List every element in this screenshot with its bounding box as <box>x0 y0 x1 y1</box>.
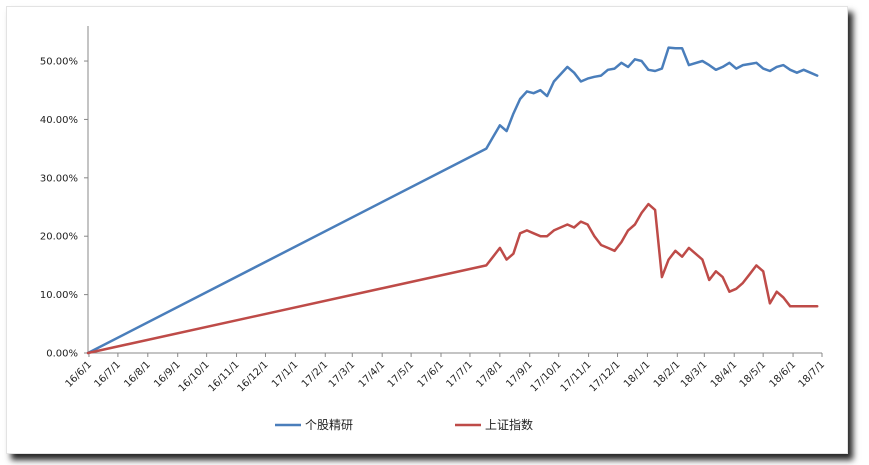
legend-label-1: 个股精研 <box>305 418 353 432</box>
y-tick-label: 0.00% <box>46 349 78 360</box>
x-tick-label: 18/6/1 <box>768 359 799 390</box>
legend: 个股精研 上证指数 <box>275 417 533 432</box>
x-tick-label: 17/3/1 <box>327 359 358 390</box>
x-tick-label: 18/3/1 <box>679 359 710 390</box>
x-tick-label: 16/7/1 <box>92 359 123 390</box>
x-tick-label: 18/4/1 <box>709 359 740 390</box>
x-tick-label: 17/4/1 <box>357 359 388 390</box>
x-tick-label: 18/2/1 <box>652 359 683 390</box>
y-tick-label: 50.00% <box>40 57 78 68</box>
x-tick-label: 16/8/1 <box>122 359 153 390</box>
x-tick-label: 16/6/1 <box>64 359 95 390</box>
legend-label-2: 上证指数 <box>485 417 533 432</box>
y-tick-label: 10.00% <box>40 290 78 301</box>
x-tick-label: 17/12/1 <box>588 359 623 394</box>
chart-frame <box>6 6 848 454</box>
x-tick-label: 17/7/1 <box>445 359 476 390</box>
y-tick-label: 20.00% <box>40 232 78 243</box>
x-tick-label: 18/1/1 <box>622 359 653 390</box>
series-line-1 <box>86 46 819 355</box>
x-tick-label: 16/10/1 <box>177 359 212 394</box>
x-tick-label: 16/12/1 <box>236 359 271 394</box>
series-lines <box>86 46 819 355</box>
x-tick-label: 17/10/1 <box>529 359 564 394</box>
x-tick-label: 18/7/1 <box>797 359 828 390</box>
x-tick-label: 17/6/1 <box>416 359 447 390</box>
x-tick-label: 18/5/1 <box>738 359 769 390</box>
x-tick-label: 17/1/1 <box>270 359 301 390</box>
series-line-2 <box>86 202 819 355</box>
x-tick-label: 17/2/1 <box>300 359 331 390</box>
y-tick-label: 30.00% <box>40 173 78 184</box>
y-tick-label: 40.00% <box>40 115 78 126</box>
x-tick-label: 16/11/1 <box>207 359 242 394</box>
x-tick-label: 17/5/1 <box>386 359 417 390</box>
x-axis-ticks: 16/6/116/7/1 16/8/1 16/9/116/10/116/11/116… <box>64 353 828 394</box>
x-tick-label: 17/11/1 <box>559 359 594 394</box>
x-tick-label: 17/8/1 <box>474 359 505 390</box>
y-axis-ticks: 0.00% 10.00% 20.00% 30.00% 40.00% 50.00% <box>40 57 88 360</box>
